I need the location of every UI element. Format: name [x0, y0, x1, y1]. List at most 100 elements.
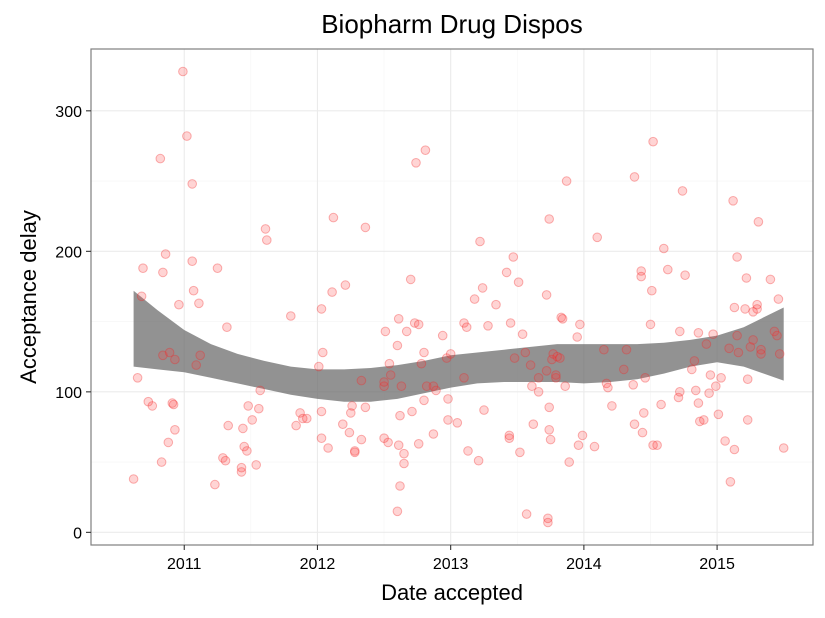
data-point	[478, 284, 487, 293]
data-point	[576, 320, 585, 329]
data-point	[386, 371, 395, 380]
data-point	[317, 305, 326, 314]
data-point	[630, 420, 639, 429]
data-point	[476, 237, 485, 246]
data-point	[534, 388, 543, 397]
data-point	[393, 507, 402, 516]
data-point	[690, 357, 699, 366]
data-point	[161, 250, 170, 259]
data-point	[678, 187, 687, 196]
data-point	[414, 440, 423, 449]
data-point	[505, 431, 514, 440]
data-point	[252, 461, 261, 470]
data-point	[676, 388, 685, 397]
data-point	[694, 399, 703, 408]
data-point	[622, 345, 631, 354]
data-point	[733, 331, 742, 340]
data-point	[156, 154, 165, 163]
data-point	[757, 350, 766, 359]
data-point	[394, 315, 403, 324]
data-point	[721, 437, 730, 446]
data-point	[417, 359, 426, 368]
x-axis: 2011 2012 2013 2014 2015	[167, 545, 735, 573]
data-point	[139, 264, 148, 273]
x-tick-label: 2012	[300, 556, 336, 573]
data-point	[412, 159, 421, 168]
x-tick-label: 2015	[699, 556, 735, 573]
data-point	[542, 291, 551, 300]
data-point	[317, 434, 326, 443]
data-point	[408, 407, 417, 416]
data-point	[470, 295, 479, 304]
data-point	[629, 381, 638, 390]
data-point	[620, 365, 629, 374]
data-point	[600, 345, 609, 354]
data-point	[692, 386, 701, 395]
data-point	[223, 323, 232, 332]
data-point	[565, 458, 574, 467]
data-point	[590, 442, 599, 451]
data-point	[694, 329, 703, 338]
x-tick-label: 2014	[566, 556, 602, 573]
data-point	[406, 275, 415, 284]
data-point	[773, 331, 782, 340]
data-point	[464, 447, 473, 456]
data-point	[339, 420, 348, 429]
data-point	[384, 438, 393, 447]
data-point	[545, 215, 554, 224]
data-point	[381, 327, 390, 336]
data-point	[714, 410, 723, 419]
chart-title: Biopharm Drug Dispos	[321, 9, 583, 39]
data-point	[195, 299, 204, 308]
data-point	[239, 424, 248, 433]
data-point	[137, 292, 146, 301]
data-point	[444, 395, 453, 404]
data-point	[558, 315, 567, 324]
data-point	[546, 435, 555, 444]
data-point	[648, 286, 657, 295]
data-point	[421, 146, 430, 155]
data-point	[730, 445, 739, 454]
data-point	[396, 482, 405, 491]
data-point	[593, 233, 602, 242]
data-point	[526, 361, 535, 370]
data-point	[315, 362, 324, 371]
data-point	[653, 441, 662, 450]
data-point	[510, 354, 519, 363]
y-tick-label: 100	[55, 385, 82, 402]
data-point	[733, 253, 742, 262]
data-point	[702, 340, 711, 349]
data-point	[400, 459, 409, 468]
data-point	[561, 382, 570, 391]
data-point	[700, 416, 709, 425]
data-point	[248, 416, 257, 425]
data-point	[196, 351, 205, 360]
data-point	[261, 225, 270, 234]
data-point	[641, 374, 650, 383]
data-point	[188, 257, 197, 266]
data-point	[712, 382, 721, 391]
data-point	[133, 374, 142, 383]
data-point	[420, 396, 429, 405]
y-axis-title: Acceptance delay	[16, 210, 41, 384]
data-point	[706, 371, 715, 380]
data-point	[453, 419, 462, 428]
data-point	[394, 441, 403, 450]
data-point	[400, 449, 409, 458]
data-point	[175, 300, 184, 309]
data-point	[709, 330, 718, 339]
data-point	[637, 272, 646, 281]
data-point	[303, 414, 312, 423]
data-point	[774, 295, 783, 304]
data-point	[380, 378, 389, 387]
data-points	[129, 67, 788, 527]
data-point	[385, 359, 394, 368]
data-point	[183, 132, 192, 141]
y-tick-label: 200	[55, 244, 82, 261]
x-axis-title: Date accepted	[381, 580, 523, 605]
data-point	[462, 323, 471, 332]
confidence-band	[134, 291, 784, 402]
data-point	[556, 354, 565, 363]
data-point	[741, 305, 750, 314]
data-point	[521, 348, 530, 357]
